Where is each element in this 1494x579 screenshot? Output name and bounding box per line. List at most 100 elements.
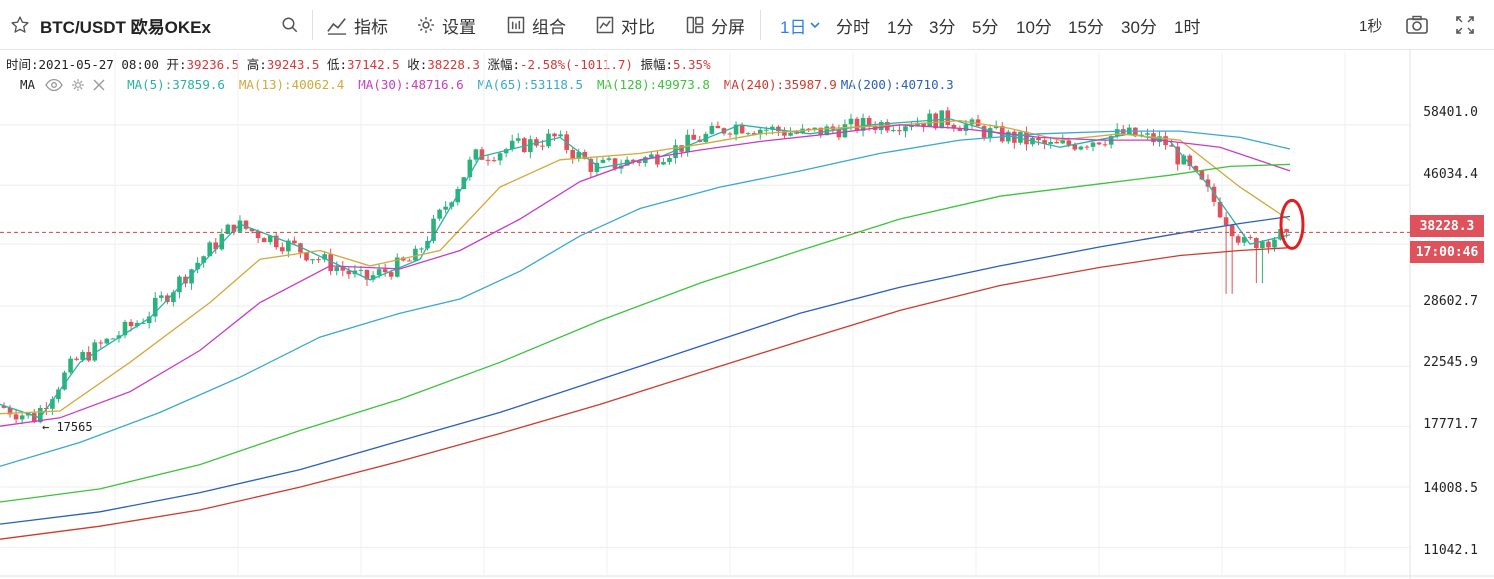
time-value: 2021-05-27 08:00	[38, 57, 159, 72]
camera-icon[interactable]	[1405, 15, 1429, 35]
candle-body	[588, 158, 594, 172]
close-label: 收:	[407, 57, 428, 72]
candle-body	[661, 162, 666, 165]
combo-button[interactable]: 组合	[506, 0, 566, 50]
indicators-icon	[327, 18, 347, 35]
candle-body	[1084, 146, 1090, 148]
indicators-label: 指标	[354, 17, 388, 37]
timeframe-item[interactable]: 30分	[1121, 17, 1157, 37]
candle-body	[50, 399, 55, 409]
y-tick-label: 17771.7	[1423, 417, 1478, 432]
candle-body	[612, 158, 618, 169]
refresh-rate[interactable]: 1秒	[1359, 17, 1383, 35]
candle-body	[292, 240, 297, 244]
candle-body	[921, 122, 926, 128]
candle-body	[62, 372, 67, 390]
ma-lines	[0, 118, 1410, 540]
ma-line	[0, 119, 1291, 415]
candle-body	[582, 151, 588, 159]
compare-icon	[596, 16, 614, 34]
combo-icon	[507, 16, 525, 34]
eye-icon[interactable]	[45, 78, 63, 92]
candle-body	[667, 158, 672, 163]
compare-button[interactable]: 对比	[595, 0, 655, 50]
candle-body	[860, 117, 866, 131]
candle-body	[80, 352, 85, 360]
y-tick-label: 11042.1	[1423, 543, 1478, 558]
star-icon[interactable]	[10, 15, 30, 35]
candle-body	[104, 338, 110, 344]
candle-body	[1133, 127, 1138, 137]
candle-body	[497, 153, 503, 161]
timeframe-item[interactable]: 分时	[836, 17, 870, 37]
candle-body	[891, 130, 896, 132]
candle-body	[1217, 201, 1223, 218]
candle-body	[818, 127, 824, 136]
candle-body	[310, 259, 315, 261]
candle-body	[1241, 237, 1247, 243]
low-value: 37142.5	[347, 57, 400, 72]
candle-body	[485, 159, 491, 161]
compare-label: 对比	[621, 17, 655, 37]
candle-body	[509, 140, 515, 150]
candle-body	[1145, 133, 1150, 135]
candle-body	[461, 177, 467, 190]
candle-body	[1229, 225, 1235, 237]
symbol-title[interactable]: BTC/USDT 欧易OKEx	[40, 17, 211, 37]
candle-body	[207, 242, 212, 257]
timeframe-item[interactable]: 1分	[887, 17, 914, 37]
close-icon[interactable]	[93, 79, 105, 91]
timeframe-item[interactable]: 15分	[1068, 17, 1104, 37]
open-label: 开:	[166, 57, 187, 72]
candle-body	[340, 267, 346, 271]
toolbar: BTC/USDT 欧易OKEx 指标 设置 组合 对比	[0, 0, 1494, 50]
candle-body	[1102, 144, 1108, 146]
candle-body	[298, 243, 303, 253]
candle-body	[503, 149, 509, 154]
candlestick-chart[interactable]	[0, 50, 1494, 579]
candle-body	[419, 248, 424, 250]
candle-body	[225, 224, 231, 234]
candle-body	[764, 129, 769, 131]
candle-body	[152, 297, 158, 317]
timeframe-item[interactable]: 3分	[929, 17, 956, 37]
chevron-down-icon	[810, 22, 821, 29]
candle-body	[376, 269, 382, 276]
candle-body	[19, 415, 25, 420]
split-screen-button[interactable]: 分屏	[685, 0, 745, 50]
candle-body	[394, 257, 400, 277]
ma-label: MA	[20, 77, 36, 92]
settings-button[interactable]: 设置	[416, 0, 476, 50]
candle-body	[286, 240, 291, 252]
indicators-button[interactable]: 指标	[326, 0, 388, 50]
candle-body	[842, 124, 848, 138]
candle-body	[334, 267, 340, 272]
candle-body	[1260, 241, 1265, 249]
candle-body	[280, 247, 285, 252]
candle-body	[945, 110, 951, 125]
timeframe-item[interactable]: 1时	[1174, 17, 1201, 37]
candle-body	[165, 295, 170, 303]
candle-body	[122, 321, 128, 336]
timeframe-1d[interactable]: 1日	[780, 0, 821, 50]
candle-body	[201, 256, 206, 263]
candle-body	[1036, 137, 1041, 141]
change-label: 涨幅:	[487, 57, 521, 72]
candle-body	[13, 414, 19, 420]
candle-body	[159, 295, 164, 298]
gear-icon[interactable]	[71, 78, 85, 92]
ma-item: MA(200):40710.3	[840, 77, 954, 92]
timeframe-item[interactable]: 10分	[1016, 17, 1052, 37]
candle-body	[473, 149, 479, 160]
search-icon[interactable]	[281, 16, 299, 34]
candle-body	[836, 129, 842, 138]
candle-body	[74, 358, 79, 360]
candle-body	[1048, 142, 1053, 144]
candle-body	[854, 118, 860, 131]
candle-body	[407, 260, 412, 262]
candle-body	[733, 124, 739, 135]
fullscreen-icon[interactable]	[1455, 15, 1475, 35]
timeframe-item[interactable]: 5分	[972, 17, 999, 37]
candle-body	[177, 276, 182, 293]
candle-body	[576, 151, 582, 159]
